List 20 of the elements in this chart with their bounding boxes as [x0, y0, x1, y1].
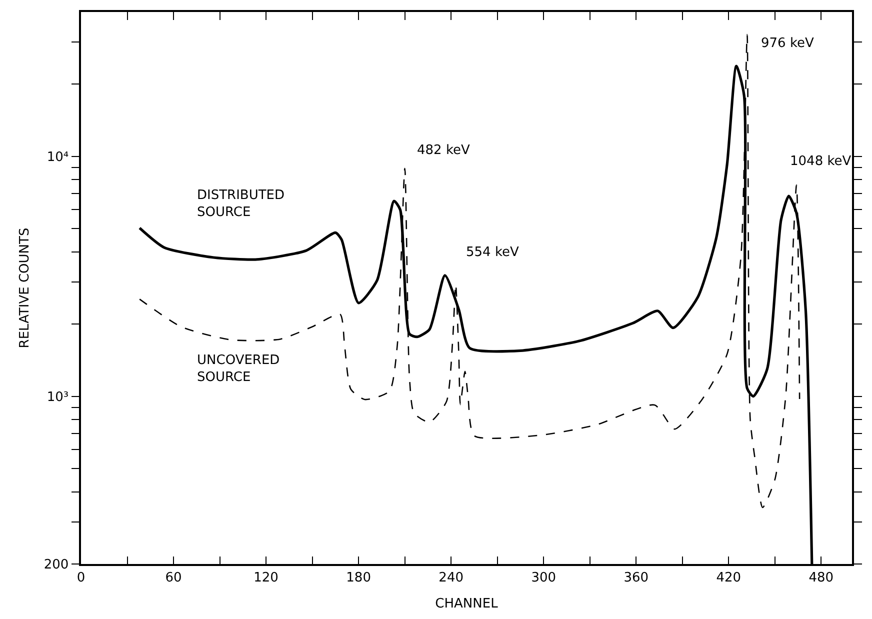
x-axis-title: CHANNEL [435, 596, 499, 612]
x-tick-label: 420 [716, 570, 742, 586]
annotation: 1048 keV [790, 154, 852, 169]
y-tick-label: 10³ [46, 390, 69, 405]
y-tick-label: 200 [44, 558, 69, 573]
x-tick-label: 60 [165, 570, 182, 586]
x-tick-label: 0 [76, 570, 86, 586]
annotation: 554 keV [466, 245, 520, 260]
annotation: 976 keV [761, 36, 814, 51]
y-tick-label: 10⁴ [46, 150, 69, 165]
x-tick-label: 480 [808, 570, 834, 586]
x-tick-label: 240 [438, 570, 464, 586]
series-label: UNCOVERED SOURCE [197, 353, 280, 385]
y-axis-title: RELATIVE COUNTS [17, 228, 32, 348]
x-tick-label: 300 [531, 570, 556, 586]
x-tick-label: 180 [346, 570, 371, 586]
text: DISTRIBUTED SOURCE [197, 188, 285, 220]
x-tick-label: 120 [254, 570, 278, 586]
annotation: 482 keV [417, 143, 470, 158]
x-tick-label: 360 [624, 570, 649, 586]
